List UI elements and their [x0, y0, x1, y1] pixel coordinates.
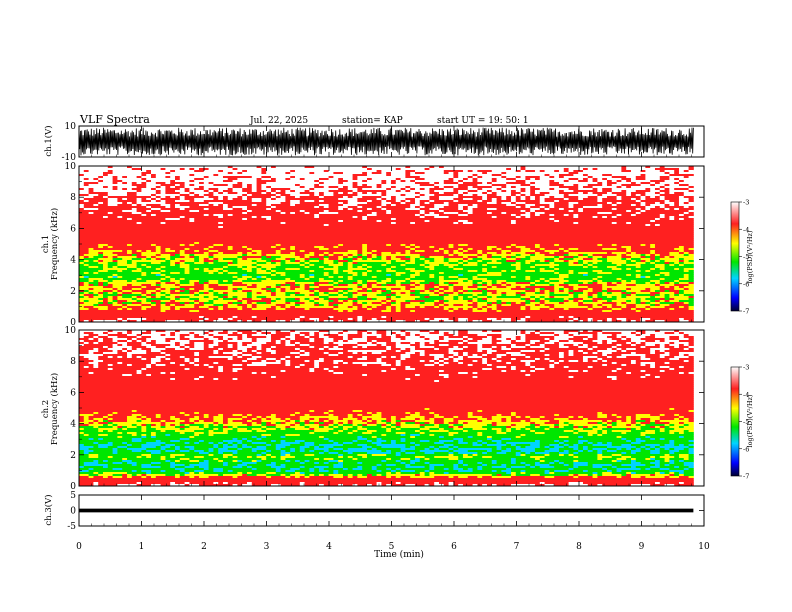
vlf-spectra-figure: VLF Spectra Jul. 22, 2025 station= KAP s… [0, 0, 792, 612]
start-time-label: start UT = 19: 50: 1 [437, 116, 529, 126]
ch1-waveform-line [79, 128, 693, 156]
figure-title: VLF Spectra [79, 113, 150, 126]
date-label: Jul. 22, 2025 [249, 116, 308, 126]
ch1-waveform-ytick-label: 10 [65, 122, 77, 132]
station-label: station= KAP [342, 116, 403, 126]
